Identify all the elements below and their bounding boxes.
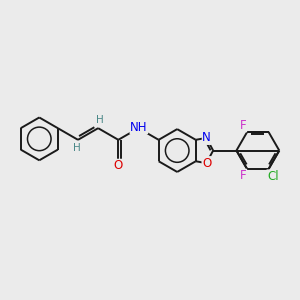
Text: F: F xyxy=(240,169,247,182)
Text: O: O xyxy=(202,157,212,170)
Text: N: N xyxy=(202,131,211,144)
Text: H: H xyxy=(96,115,104,124)
Text: O: O xyxy=(113,159,123,172)
Text: H: H xyxy=(73,143,80,153)
Text: Cl: Cl xyxy=(267,170,279,183)
Text: NH: NH xyxy=(130,121,148,134)
Text: F: F xyxy=(240,119,247,132)
